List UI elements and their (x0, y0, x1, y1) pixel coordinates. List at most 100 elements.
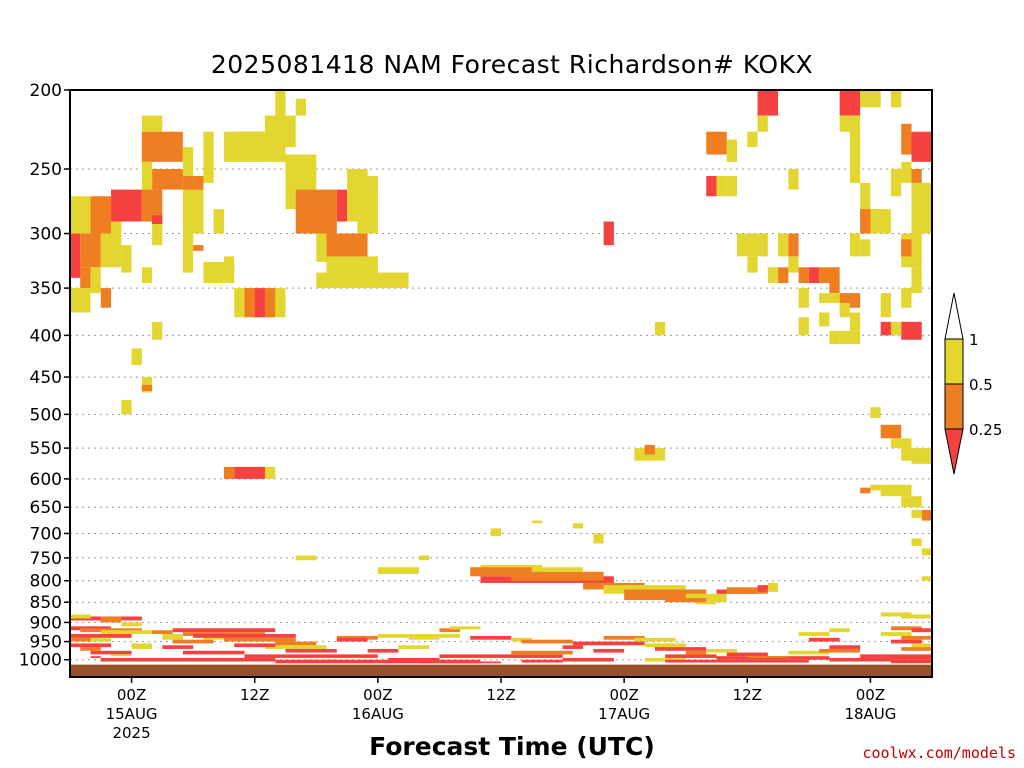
heatmap-cell (70, 614, 91, 619)
ground-layer (70, 664, 932, 677)
heatmap-cell (860, 654, 881, 658)
heatmap-cell (870, 484, 881, 491)
heatmap-cell (890, 659, 932, 664)
heatmap-cell (706, 176, 717, 197)
heatmap-cell (901, 635, 932, 640)
heatmap-cell (665, 598, 707, 603)
heatmap-cell (141, 267, 153, 284)
colorbar-label: 1 (969, 331, 979, 349)
heatmap-cell (870, 90, 881, 108)
y-tick-label: 750 (30, 549, 62, 569)
colorbar-label: 0.5 (969, 376, 993, 394)
heatmap-cell (890, 639, 922, 644)
heatmap-cell (860, 182, 871, 222)
heatmap-cell (326, 256, 378, 273)
heatmap-cell (264, 466, 276, 479)
colorbar-label: 0.25 (969, 421, 1002, 439)
heatmap-cell (275, 659, 481, 664)
heatmap-cell (511, 650, 573, 655)
heatmap-cell (295, 98, 307, 116)
heatmap-cell (306, 659, 337, 663)
y-tick-label: 700 (30, 524, 62, 544)
y-tick-label: 350 (30, 279, 62, 299)
y-tick-label: 950 (30, 633, 62, 653)
y-tick-label: 650 (30, 498, 62, 518)
heatmap-cell (439, 628, 460, 633)
heatmap-cell (449, 626, 481, 630)
heatmap-cell (408, 637, 440, 640)
heatmap-cell (839, 330, 861, 345)
heatmap-cell (90, 656, 101, 658)
heatmap-cell (798, 632, 830, 636)
heatmap-cell (480, 654, 563, 658)
heatmap-cell (603, 221, 614, 246)
y-tick-label: 400 (30, 326, 62, 346)
heatmap-cell (172, 628, 276, 633)
heatmap-cell (244, 288, 255, 318)
heatmap-cell (388, 657, 440, 662)
heatmap-cell (152, 630, 173, 635)
x-tick-label: 00Z (363, 686, 392, 704)
heatmap-cell (70, 288, 91, 313)
heatmap-cell (121, 245, 132, 273)
heatmap-cell (111, 189, 142, 222)
heatmap-cell (911, 538, 922, 546)
x-tick-date: 17AUG (598, 705, 650, 723)
y-tick-label: 800 (30, 572, 62, 592)
heatmap-cell (470, 635, 512, 640)
heatmap-cell (880, 632, 912, 636)
heatmap-cell (70, 634, 132, 638)
heatmap-cell (880, 321, 891, 336)
heatmap-cell (70, 643, 112, 648)
x-tick-date: 15AUG (106, 705, 158, 723)
heatmap-cell (182, 176, 204, 234)
x-tick-year: 2025 (112, 724, 150, 742)
heatmap-cell (747, 656, 789, 658)
heatmap-cell (141, 384, 153, 391)
colorbar-under-triangle (944, 428, 964, 475)
heatmap-cell (90, 637, 112, 642)
heatmap-cell (141, 131, 183, 162)
heatmap-cell (100, 616, 122, 623)
heatmap-cell (70, 196, 91, 234)
x-tick-date: 16AUG (352, 705, 404, 723)
heatmap-cell (234, 466, 265, 479)
heatmap-cell (911, 448, 932, 464)
heatmap-cell (644, 444, 655, 455)
heatmap-cell (244, 654, 378, 658)
heatmap-cell (829, 330, 840, 345)
heatmap-cell (439, 654, 481, 658)
heatmap-cell (849, 139, 861, 183)
heatmap-cell (152, 168, 183, 190)
heatmap-cell (665, 654, 717, 658)
heatmap-cell (418, 661, 501, 664)
heatmap-cell (860, 487, 871, 494)
heatmap-cell (562, 657, 614, 662)
heatmap-cell (788, 233, 799, 257)
heatmap-cell (172, 639, 214, 644)
x-tick-label: 00Z (856, 686, 885, 704)
heatmap-cell (880, 484, 912, 497)
heatmap-cell (829, 645, 861, 649)
heatmap-cell (182, 233, 194, 273)
heatmap-cell (603, 585, 686, 594)
heatmap-cell (70, 626, 112, 631)
heatmap-cell (890, 626, 922, 631)
heatmap-cell (778, 267, 789, 284)
colorbar: 1 0.5 0.25 (944, 292, 1002, 475)
heatmap-cell (901, 123, 912, 155)
heatmap-cell (788, 256, 799, 273)
heatmap-cell (141, 115, 163, 132)
heatmap-cell (644, 643, 686, 648)
heatmap-cell (572, 523, 584, 529)
heatmap-cell (152, 215, 163, 224)
heatmap-cell (808, 637, 840, 642)
heatmap-cell (264, 115, 286, 162)
heatmap-cell (542, 567, 584, 572)
heatmap-cell (890, 438, 912, 449)
x-axis-label: Forecast Time (UTC) (369, 732, 655, 761)
heatmap-cell (860, 239, 871, 257)
heatmap-cell (808, 267, 820, 284)
y-tick-label: 200 (30, 81, 62, 101)
